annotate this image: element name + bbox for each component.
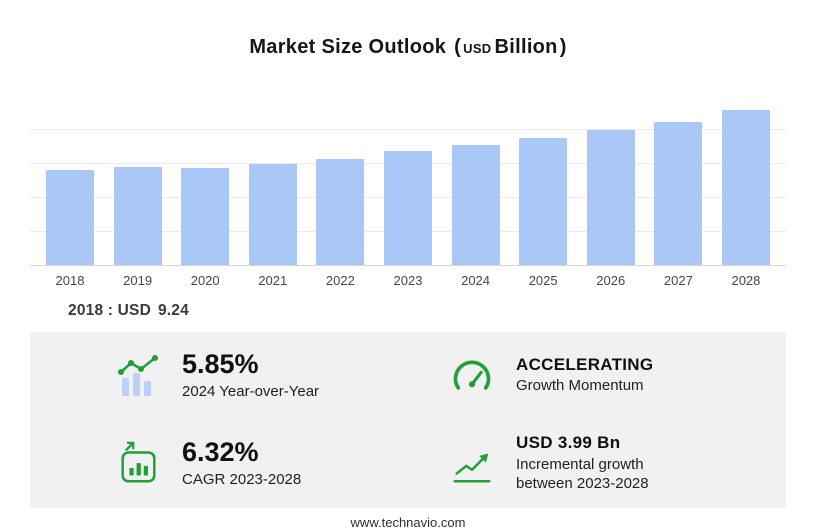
footer-url: www.technavio.com	[350, 515, 466, 528]
base-year-label: 2018 : USD	[68, 302, 151, 319]
chart-bar-2025	[519, 137, 568, 265]
chart-bar-2028	[721, 110, 770, 265]
stat-yoy-value: 5.85%	[182, 349, 259, 380]
chart-bar-2027	[654, 122, 703, 265]
bar-line-chart-icon	[114, 352, 162, 400]
chart-xlabel-2026: 2026	[596, 273, 626, 288]
chart-bar-2024	[451, 144, 500, 265]
chart-plot	[30, 96, 786, 266]
line-growth-icon	[448, 440, 496, 488]
base-year-annotation: 2018 : USD 9.24	[68, 302, 816, 320]
stat-momentum: ACCELERATING Growth Momentum	[408, 332, 786, 420]
chart-xlabel-2028: 2028	[731, 273, 761, 288]
stat-incremental-label-line2: between 2023-2028	[516, 474, 649, 492]
stat-cagr: 6.32% CAGR 2023-2028	[30, 420, 408, 508]
chart-xlabels: 2018 2019 2020 2021 2022 2023 2024 2025 2026 2027…	[30, 273, 786, 288]
stat-incremental-label-line1: Incremental growth	[516, 456, 644, 474]
chart-xlabel-2021: 2021	[258, 273, 288, 288]
chart-xlabel-2018: 2018	[55, 273, 85, 288]
stat-cagr-label: CAGR 2023-2028	[182, 470, 302, 488]
chart-xlabel-2027: 2027	[663, 273, 693, 288]
stat-cagr-value: 6.32%	[182, 437, 259, 468]
title-main: Market Size Outlook	[249, 36, 447, 58]
market-size-bar-chart: 2018 2019 2020 2021 2022 2023 2024 2025 2026 2027…	[30, 96, 786, 288]
chart-bar-2023	[383, 151, 432, 265]
title-paren-open: (	[454, 36, 462, 58]
chart-bar-2020	[181, 168, 230, 265]
chart-xlabel-2022: 2022	[325, 273, 355, 288]
stat-incremental-value: USD 3.99 Bn	[516, 433, 621, 453]
base-year-value: 9.24	[157, 302, 189, 319]
stat-incremental: USD 3.99 Bn Incremental growth between 2…	[408, 420, 786, 508]
title-currency: USD	[463, 41, 492, 56]
chart-xlabel-2024: 2024	[461, 273, 491, 288]
bar-chart-box-icon	[114, 440, 162, 488]
chart-bar-2019	[113, 166, 162, 265]
stat-yoy-label: 2024 Year-over-Year	[182, 382, 320, 400]
chart-xlabel-2019: 2019	[123, 273, 153, 288]
chart-bar-2021	[248, 164, 297, 265]
page-title: Market Size Outlook (USD Billion)	[0, 0, 816, 62]
chart-xlabel-2025: 2025	[528, 273, 558, 288]
title-paren-close: )	[559, 36, 567, 58]
chart-bar-2026	[586, 130, 635, 265]
stat-momentum-label: Growth Momentum	[516, 377, 644, 395]
chart-xlabel-2020: 2020	[190, 273, 220, 288]
chart-bar-2022	[316, 159, 365, 265]
stat-momentum-value: ACCELERATING	[516, 354, 654, 374]
stat-yoy: 5.85% 2024 Year-over-Year	[30, 332, 408, 420]
title-unit: Billion	[494, 36, 558, 58]
speedometer-icon	[448, 352, 496, 400]
chart-xlabel-2023: 2023	[393, 273, 423, 288]
chart-bar-2018	[46, 170, 94, 265]
key-stats-panel: 5.85% 2024 Year-over-Year ACCELERATING G…	[30, 332, 786, 508]
